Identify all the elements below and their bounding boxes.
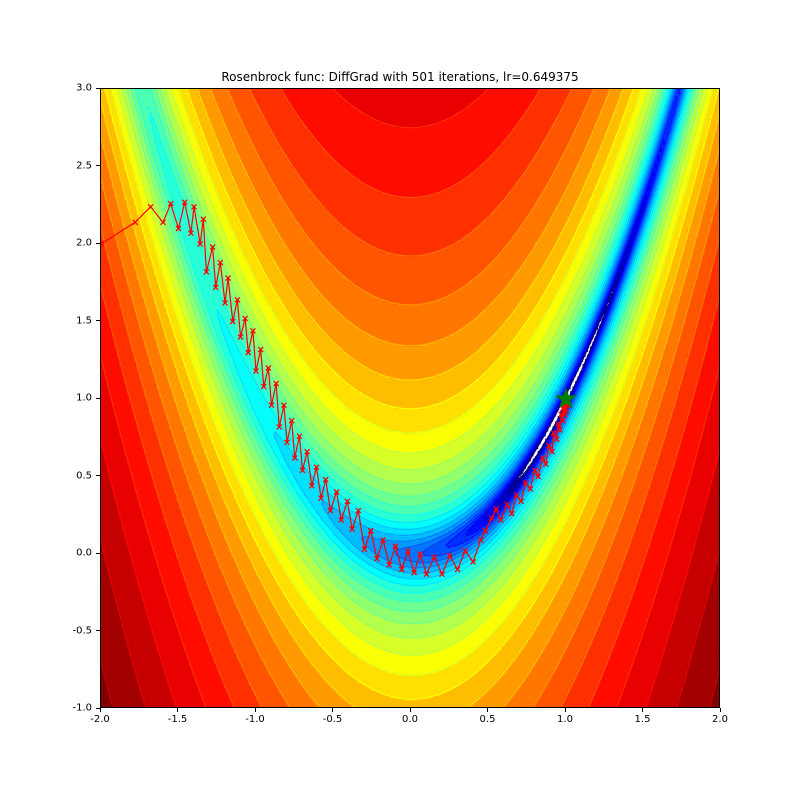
y-tick-label: 1.5: [76, 315, 92, 326]
x-tick-label: 1.0: [557, 714, 573, 725]
x-tick-label: 1.5: [635, 714, 651, 725]
x-tick-label: 2.0: [712, 714, 728, 725]
y-tick: [96, 630, 100, 631]
x-tick: [332, 708, 333, 712]
x-tick: [720, 708, 721, 712]
y-tick: [96, 398, 100, 399]
x-tick: [642, 708, 643, 712]
x-tick-label: 0.5: [480, 714, 496, 725]
plot-axes: [100, 88, 720, 708]
figure: Rosenbrock func: DiffGrad with 501 itera…: [0, 0, 800, 800]
x-tick-label: -1.0: [245, 714, 265, 725]
y-tick: [96, 88, 100, 89]
y-tick: [96, 243, 100, 244]
plot-canvas: [101, 89, 720, 708]
x-tick-label: -1.5: [168, 714, 188, 725]
x-tick-label: -0.5: [323, 714, 343, 725]
x-tick-label: 0.0: [402, 714, 418, 725]
y-tick: [96, 475, 100, 476]
y-tick-label: 2.0: [76, 238, 92, 249]
y-tick-label: 0.0: [76, 548, 92, 559]
y-tick: [96, 165, 100, 166]
x-tick: [410, 708, 411, 712]
y-tick-label: 0.5: [76, 470, 92, 481]
y-tick-label: 3.0: [76, 83, 92, 94]
y-tick-label: 2.5: [76, 160, 92, 171]
x-tick: [487, 708, 488, 712]
y-tick-label: -0.5: [72, 625, 92, 636]
y-tick-label: 1.0: [76, 393, 92, 404]
y-tick-label: -1.0: [72, 703, 92, 714]
x-tick-label: -2.0: [90, 714, 110, 725]
y-tick: [96, 553, 100, 554]
y-tick: [96, 708, 100, 709]
x-tick: [255, 708, 256, 712]
chart-title: Rosenbrock func: DiffGrad with 501 itera…: [0, 70, 800, 84]
x-tick: [100, 708, 101, 712]
y-tick: [96, 320, 100, 321]
x-tick: [565, 708, 566, 712]
x-tick: [177, 708, 178, 712]
